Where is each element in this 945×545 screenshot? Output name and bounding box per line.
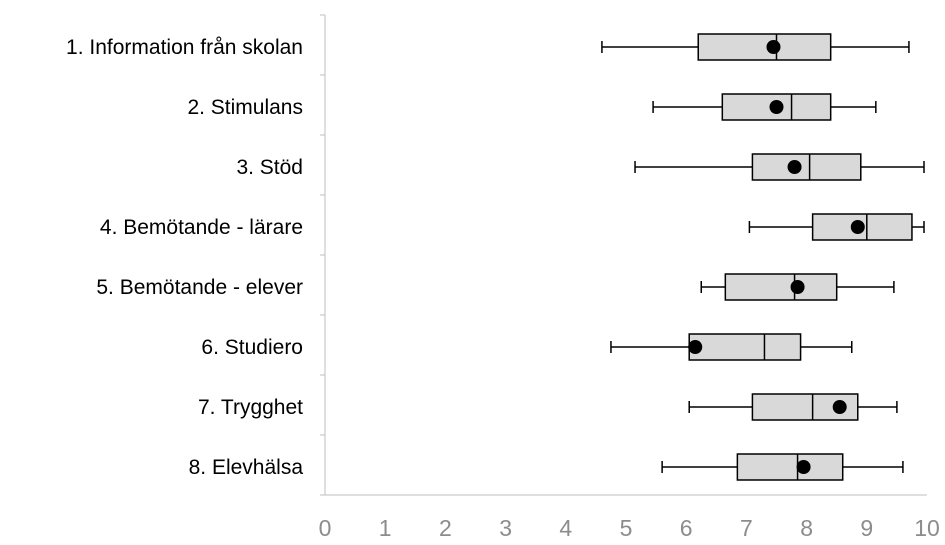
category-label: 1. Information från skolan bbox=[66, 36, 303, 59]
box-plot-row bbox=[688, 393, 898, 421]
x-tick-label: 9 bbox=[860, 515, 873, 541]
mean-marker bbox=[766, 40, 781, 54]
box-plot-row bbox=[748, 213, 925, 241]
mean-marker bbox=[769, 100, 784, 114]
category-label: 4. Bemötande - lärare bbox=[100, 216, 303, 239]
x-tick-label: 6 bbox=[680, 515, 693, 541]
chart-boxes bbox=[601, 33, 925, 481]
box-plot-row bbox=[652, 93, 877, 121]
iqr-box bbox=[697, 33, 832, 61]
iqr-box bbox=[751, 153, 862, 181]
iqr-box bbox=[736, 453, 844, 481]
x-tick-labels: 0 1 2 3 4 5 6 7 8 9 10 bbox=[319, 515, 940, 541]
mean-marker bbox=[850, 220, 865, 234]
x-tick-label: 3 bbox=[499, 515, 512, 541]
box-plot-row bbox=[661, 453, 904, 481]
mean-marker bbox=[790, 280, 805, 294]
mean-marker bbox=[787, 160, 802, 174]
x-tick-label: 4 bbox=[559, 515, 572, 541]
box-plot-row bbox=[610, 333, 853, 361]
box-plot-row bbox=[700, 273, 895, 301]
iqr-box bbox=[688, 333, 802, 361]
mean-marker bbox=[832, 400, 847, 414]
category-label: 8. Elevhälsa bbox=[189, 456, 304, 479]
x-tick-label: 7 bbox=[740, 515, 753, 541]
category-label: 5. Bemötande - elever bbox=[96, 276, 303, 299]
x-tick-label: 2 bbox=[439, 515, 452, 541]
x-tick-label: 1 bbox=[379, 515, 392, 541]
category-labels: 1. Information från skolan 2. Stimulans 3.… bbox=[66, 36, 303, 479]
mean-marker bbox=[688, 340, 703, 354]
x-tick-label: 0 bbox=[319, 515, 332, 541]
iqr-box bbox=[724, 273, 838, 301]
category-label: 2. Stimulans bbox=[187, 96, 303, 119]
box-plot-row bbox=[634, 153, 925, 181]
mean-marker bbox=[796, 460, 811, 474]
x-tick-label: 5 bbox=[620, 515, 633, 541]
x-tick-label: 8 bbox=[800, 515, 813, 541]
category-label: 3. Stöd bbox=[236, 156, 303, 179]
chart-axes bbox=[320, 14, 927, 496]
x-tick-label: 10 bbox=[914, 515, 940, 541]
box-plot-row bbox=[601, 33, 910, 61]
category-label: 7. Trygghet bbox=[198, 396, 303, 419]
category-label: 6. Studiero bbox=[201, 336, 303, 359]
